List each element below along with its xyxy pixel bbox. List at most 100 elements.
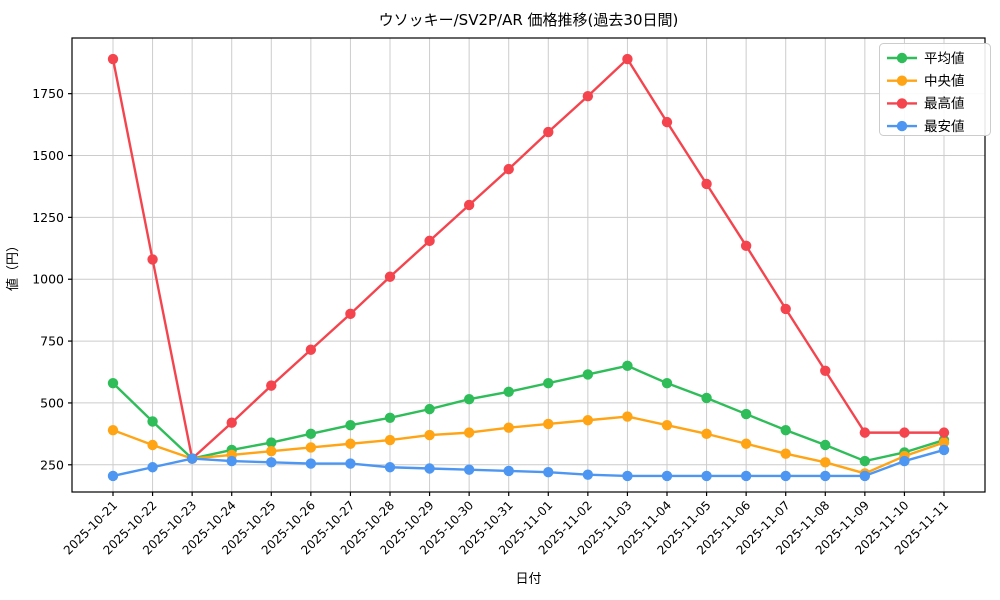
data-point-max: [820, 365, 831, 376]
data-point-average: [384, 412, 396, 423]
data-point-max: [859, 427, 871, 438]
data-point-median: [147, 439, 158, 451]
data-point-min: [503, 465, 514, 477]
data-point-median: [780, 448, 791, 459]
data-point-average: [345, 419, 356, 431]
data-point-max: [266, 380, 277, 391]
data-point-max: [582, 90, 594, 102]
data-point-min: [661, 470, 673, 482]
y-tick-label: 1750: [32, 86, 64, 101]
data-point-min: [305, 458, 317, 469]
y-tick-label: 1000: [32, 272, 64, 287]
series-line-median: [111, 415, 946, 475]
data-point-min: [463, 464, 475, 475]
data-point-median: [345, 438, 356, 449]
data-point-average: [543, 377, 554, 389]
data-point-average: [661, 377, 673, 389]
data-point-min: [859, 470, 871, 482]
data-point-average: [424, 403, 435, 415]
data-point-max: [384, 271, 396, 282]
series-line-max: [111, 57, 946, 460]
data-point-average: [463, 394, 475, 405]
data-point-min: [938, 444, 950, 456]
data-point-average: [266, 437, 277, 448]
data-point-min: [780, 470, 791, 482]
data-point-median: [740, 438, 752, 449]
legend-marker-median: [896, 75, 908, 86]
data-point-max: [503, 163, 514, 175]
y-axis-label: 値（円）: [5, 239, 21, 291]
legend-item-median: 中央値: [887, 74, 965, 90]
data-point-min: [186, 453, 198, 464]
data-point-average: [622, 360, 633, 372]
data-point-max: [740, 240, 752, 252]
data-point-median: [582, 415, 594, 426]
data-point-average: [780, 424, 791, 436]
legend-item-max: 最高値: [887, 95, 965, 112]
series-min: [107, 444, 950, 482]
data-point-median: [701, 428, 712, 440]
data-point-min: [345, 458, 356, 469]
legend-marker-min: [896, 120, 908, 132]
legend-label-min: 最安値: [924, 119, 965, 135]
y-tick-label: 1250: [32, 210, 64, 225]
data-point-min: [701, 470, 712, 482]
data-point-median: [463, 427, 475, 438]
x-axis-label: 日付: [515, 572, 541, 587]
data-point-average: [147, 416, 158, 427]
data-point-median: [266, 445, 277, 457]
data-point-min: [820, 470, 831, 482]
data-point-average: [107, 377, 119, 389]
data-point-median: [543, 418, 554, 430]
data-point-median: [820, 457, 831, 468]
data-point-min: [543, 467, 554, 478]
data-point-min: [147, 462, 158, 473]
x-axis: 2025-10-212025-10-222025-10-232025-10-24…: [61, 492, 951, 557]
data-point-median: [424, 429, 435, 441]
data-point-min: [582, 469, 594, 480]
data-point-median: [305, 442, 317, 453]
legend-marker-max: [896, 98, 908, 109]
data-point-average: [582, 369, 594, 380]
legend-label-median: 中央値: [924, 74, 965, 90]
data-point-median: [622, 411, 633, 422]
data-point-max: [463, 199, 475, 211]
data-point-max: [147, 254, 158, 265]
data-point-max: [107, 53, 119, 65]
data-point-min: [424, 463, 435, 474]
series-max: [107, 53, 950, 464]
legend-marker-average: [896, 52, 908, 64]
data-point-min: [384, 462, 396, 473]
series-line-min: [111, 448, 946, 478]
legend-label-average: 平均値: [924, 51, 965, 67]
y-tick-label: 750: [40, 334, 64, 349]
data-point-max: [345, 308, 356, 320]
legend-item-average: 平均値: [887, 51, 965, 67]
data-point-average: [503, 386, 514, 397]
data-point-average: [305, 428, 317, 440]
data-point-min: [622, 470, 633, 482]
data-point-max: [899, 427, 910, 438]
legend-item-min: 最安値: [887, 119, 965, 135]
grid-lines: [72, 38, 985, 492]
data-point-max: [543, 126, 554, 138]
axes-spines: [71, 37, 986, 493]
data-point-max: [780, 303, 791, 315]
data-point-min: [226, 455, 237, 467]
data-point-max: [622, 53, 633, 65]
chart-title: ウソッキー/SV2P/AR 価格推移(過去30日間): [379, 11, 679, 29]
y-axis: 250 500 750 1000 1250 1500 1750: [32, 86, 72, 472]
y-tick-label: 500: [40, 395, 64, 410]
data-point-max: [226, 417, 237, 428]
data-point-max: [661, 116, 673, 128]
y-tick-label: 1500: [32, 148, 64, 163]
data-point-median: [661, 419, 673, 431]
legend-box: [879, 43, 991, 136]
data-point-max: [305, 344, 317, 355]
data-point-median: [384, 434, 396, 446]
data-point-average: [859, 455, 871, 467]
data-point-max: [424, 235, 435, 247]
data-point-min: [740, 470, 752, 482]
